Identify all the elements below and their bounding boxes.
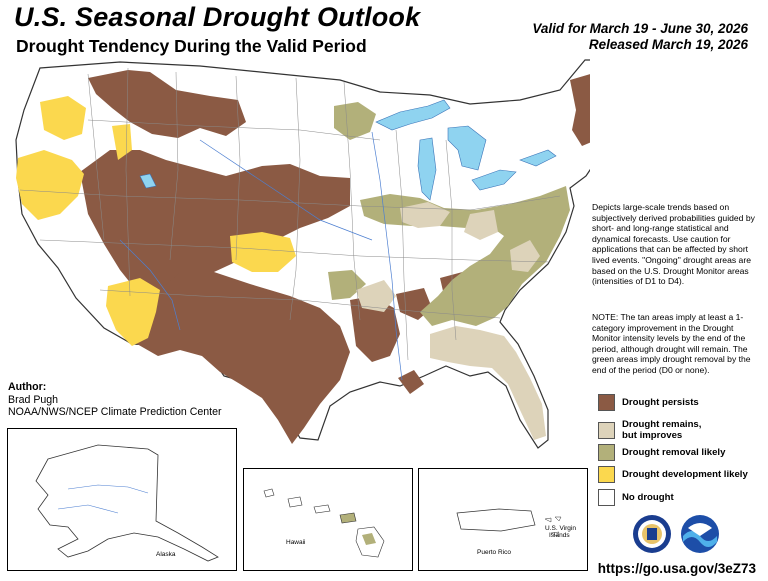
commerce-seal-icon	[633, 515, 671, 553]
state-borders	[19, 67, 561, 361]
virgin-islands-label-1: U.S. Virgin	[545, 525, 576, 532]
legend-item-development: Drought development likely	[598, 466, 748, 483]
author-name: Brad Pugh	[8, 393, 59, 406]
virgin-islands-label-2: Islands	[549, 532, 570, 539]
legend-label: Drought remains, but improves	[622, 419, 702, 441]
hawaii-label: Hawaii	[286, 539, 306, 546]
alaska-map	[35, 444, 219, 562]
map-title: U.S. Seasonal Drought Outlook	[14, 2, 421, 32]
legend-label: Drought development likely	[622, 469, 748, 480]
drought-improves-areas	[356, 202, 546, 440]
map-subtitle: Drought Tendency During the Valid Period	[16, 36, 367, 56]
rivers	[119, 131, 403, 381]
legend-item-no-drought: No drought	[598, 489, 674, 506]
hawaii-inset: Hawaii	[243, 468, 413, 571]
legend-item-persists: Drought persists	[598, 394, 699, 411]
legend-item-removal: Drought removal likely	[598, 444, 725, 461]
alaska-inset: Alaska	[7, 428, 237, 571]
great-lakes	[139, 99, 557, 201]
legend-item-improves: Drought remains, but improves	[598, 419, 712, 441]
puerto-rico-label: Puerto Rico	[477, 549, 511, 556]
puerto-rico-map	[456, 508, 562, 537]
legend-swatch	[598, 421, 615, 439]
short-url[interactable]: https://go.usa.gov/3eZ73	[597, 561, 756, 576]
release-date: Released March 19, 2026	[588, 37, 748, 52]
legend-swatch	[598, 466, 615, 483]
legend-swatch	[598, 489, 615, 506]
legend-label: Drought persists	[622, 397, 699, 408]
noaa-logo-icon	[681, 515, 719, 553]
puerto-rico-inset: Puerto Rico U.S. Virgin Islands	[418, 468, 588, 571]
hawaii-map	[263, 488, 385, 558]
drought-development-areas	[16, 96, 296, 346]
valid-period: Valid for March 19 - June 30, 2026	[532, 21, 748, 36]
legend-swatch	[598, 444, 615, 461]
author-block: Author: Brad Pugh NOAA/NWS/NCEP Climate …	[8, 381, 222, 419]
author-org: NOAA/NWS/NCEP Climate Prediction Center	[8, 406, 222, 419]
author-heading: Author:	[8, 381, 47, 393]
legend-label: No drought	[622, 492, 674, 503]
outlook-note: NOTE: The tan areas imply at least a 1-c…	[592, 312, 751, 375]
legend-label: Drought removal likely	[622, 447, 726, 458]
outlook-description: Depicts large-scale trends based on subj…	[592, 202, 755, 287]
legend-swatch	[598, 394, 615, 411]
conus-drought-map	[15, 59, 590, 449]
alaska-label: Alaska	[156, 551, 176, 558]
